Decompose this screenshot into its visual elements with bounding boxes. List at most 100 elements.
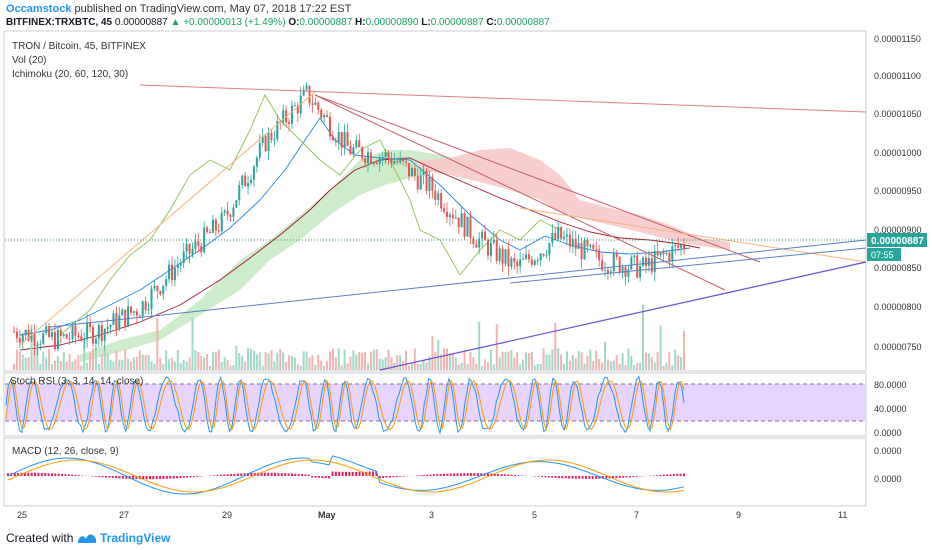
macd-hist-bar [605,476,608,479]
candle-body [45,326,48,333]
macd-hist-bar [213,475,216,476]
macd-hist-bar [348,471,351,476]
volume-bar [308,357,311,370]
time-tick: 9 [736,510,741,520]
macd-hist-bar [216,475,219,476]
volume-bar [39,363,42,370]
candle-body [560,226,563,239]
candle-body [650,258,653,273]
macd-hist-bar [67,474,70,476]
volume-bar [422,360,425,370]
macd-hist-bar [486,473,489,476]
candle-body [592,244,595,250]
macd-hist-bar [378,476,381,479]
macd-hist-bar [422,475,425,476]
tradingview-logo-icon[interactable] [76,531,98,545]
candle-body [554,233,557,239]
candle-body [639,265,642,278]
volume-bar [188,357,191,370]
candle-body [36,344,39,347]
author-link[interactable]: Occamstock [6,3,72,15]
volume-bar [206,354,209,370]
volume-bar [446,348,449,370]
macd-hist-bar [574,476,577,479]
volume-bar [343,349,346,370]
volume-bar [141,354,144,370]
volume-bar [413,348,416,370]
candle-body [153,285,156,289]
time-axis[interactable]: 25 27 29 May 3 5 7 9 11 [17,510,847,520]
candle-body [100,325,103,341]
macd-hist-bar [50,473,53,476]
volume-bar [279,348,282,370]
macd-hist-bar [172,476,175,479]
macd-hist-bar [385,476,388,478]
macd-hist-bar [253,472,256,476]
candle-body [533,260,536,265]
candle-body [267,132,270,152]
candle-body [601,260,604,271]
volume-bar [519,364,522,370]
macd-hist-bar [554,476,557,478]
candle-body [276,121,279,140]
macd-hist-bar [622,476,625,478]
time-tick: 3 [429,510,434,520]
volume-bar [680,357,683,370]
volume-bar [668,351,671,370]
macd-hist-bar [135,476,138,480]
candle-body [413,168,416,176]
macd-hist-bar [564,476,567,479]
volume-bar [238,353,241,370]
volume-bar [428,356,431,370]
candle-body [162,285,165,295]
price-tick: 0.00000950 [874,186,922,196]
macd-hist-bar [361,471,364,476]
macd-hist-bar [57,473,60,476]
candle-body [390,157,393,164]
candle-body [372,162,375,164]
macd-hist-bar [652,475,655,476]
candle-body [387,152,390,158]
price-chart[interactable]: TRON / Bitcoin, 45, BITFINEX Vol (20) Ic… [0,0,932,527]
volume-bar [226,359,229,370]
high-value: 0.00000890 [365,17,419,28]
volume-bar [299,365,302,370]
volume-bar [659,325,662,370]
macd-hist-bar [476,473,479,476]
candle-body [97,325,100,339]
volume-bar [293,357,296,370]
macd-hist-bar [615,476,618,479]
macd-hist-bar [571,476,574,479]
volume-bar [639,362,642,370]
macd-hist-bar [345,471,347,476]
candle-body [486,240,489,256]
macd-hist-bar [108,476,111,478]
volume-bar [560,354,563,370]
candle-body [39,343,42,345]
volume-bar [355,354,358,370]
tradingview-brand-link[interactable]: TradingView [100,531,171,545]
volume-bar [97,363,100,370]
macd-hist-bar [155,476,158,480]
macd-hist-bar [192,476,195,478]
candle-body [349,146,352,155]
low-label: L: [421,17,431,28]
macd-hist-bar [196,476,199,477]
time-tick: 7 [634,510,639,520]
macd-hist-bar [297,473,300,476]
macd-hist-bar [169,476,172,479]
candle-body [311,103,314,105]
candle-body [437,193,440,200]
candle-body [91,327,94,344]
volume-bar [472,357,475,370]
macd-hist-bar [419,475,422,476]
volume-bar [162,364,165,370]
volume-bar [565,351,568,370]
macd-hist-bar [632,476,635,478]
volume-bar [36,343,39,370]
candle-body [665,252,668,255]
macd-hist-bar [118,476,121,479]
publish-info: published on TradingView.com, May 07, 20… [74,3,352,15]
price-axis[interactable]: 0.00001150 0.00001100 0.00001050 0.00001… [874,34,922,352]
close-label: C: [486,17,497,28]
